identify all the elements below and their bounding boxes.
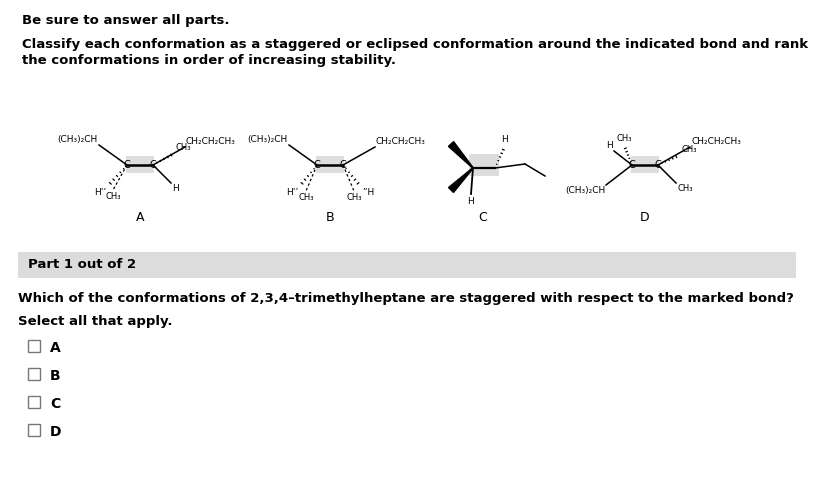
Text: C: C: [628, 160, 636, 170]
Text: Classify each conformation as a staggered or eclipsed conformation around the in: Classify each conformation as a staggere…: [22, 38, 808, 51]
Bar: [316, 156, 344, 173]
Text: (CH₃)₂CH: (CH₃)₂CH: [247, 135, 287, 144]
Text: C: C: [313, 160, 321, 170]
Bar: [126, 156, 154, 173]
Text: CH₃: CH₃: [105, 192, 120, 201]
Text: H: H: [172, 184, 179, 193]
Polygon shape: [449, 168, 473, 192]
Text: CH₂CH₂CH₃: CH₂CH₂CH₃: [691, 137, 741, 146]
Text: Select all that apply.: Select all that apply.: [18, 315, 173, 328]
Text: ’’H: ’’H: [362, 188, 374, 197]
Text: CH₃: CH₃: [298, 193, 313, 202]
Text: CH₂CH₂CH₃: CH₂CH₂CH₃: [186, 137, 236, 146]
Text: A: A: [50, 341, 61, 355]
Bar: [631, 156, 659, 173]
Text: CH₂CH₂CH₃: CH₂CH₂CH₃: [376, 137, 426, 146]
Text: Be sure to answer all parts.: Be sure to answer all parts.: [22, 14, 230, 27]
Text: H: H: [606, 141, 613, 150]
Text: C: C: [654, 160, 661, 170]
Bar: [28, 396, 40, 408]
Text: C: C: [124, 160, 130, 170]
Text: CH₃: CH₃: [176, 143, 191, 152]
Text: Which of the conformations of 2,3,4–trimethylheptane are staggered with respect : Which of the conformations of 2,3,4–trim…: [18, 292, 794, 305]
Text: C: C: [479, 211, 488, 224]
Text: C: C: [339, 160, 347, 170]
Text: Part 1 out of 2: Part 1 out of 2: [28, 258, 136, 271]
Text: H: H: [467, 197, 475, 206]
Text: H’’: H’’: [286, 188, 298, 197]
Polygon shape: [449, 142, 473, 168]
Bar: [18, 252, 796, 278]
Bar: [28, 424, 40, 436]
Text: C: C: [150, 160, 156, 170]
Text: H’’: H’’: [94, 188, 106, 197]
Text: B: B: [50, 369, 60, 383]
Bar: [28, 340, 40, 352]
Text: D: D: [50, 425, 62, 439]
Text: (CH₃)₂CH: (CH₃)₂CH: [57, 135, 97, 144]
Text: CH₃: CH₃: [681, 145, 697, 154]
Text: CH₃: CH₃: [346, 193, 361, 202]
Text: C: C: [50, 397, 60, 411]
Text: CH₃: CH₃: [616, 134, 632, 143]
Text: D: D: [640, 211, 650, 224]
Text: B: B: [326, 211, 335, 224]
Bar: [28, 368, 40, 380]
Text: H: H: [501, 135, 509, 144]
Text: the conformations in order of increasing stability.: the conformations in order of increasing…: [22, 54, 396, 67]
Text: (CH₃)₂CH: (CH₃)₂CH: [565, 186, 605, 195]
Text: A: A: [136, 211, 144, 224]
Bar: [469, 154, 499, 176]
Text: CH₃: CH₃: [677, 184, 693, 193]
